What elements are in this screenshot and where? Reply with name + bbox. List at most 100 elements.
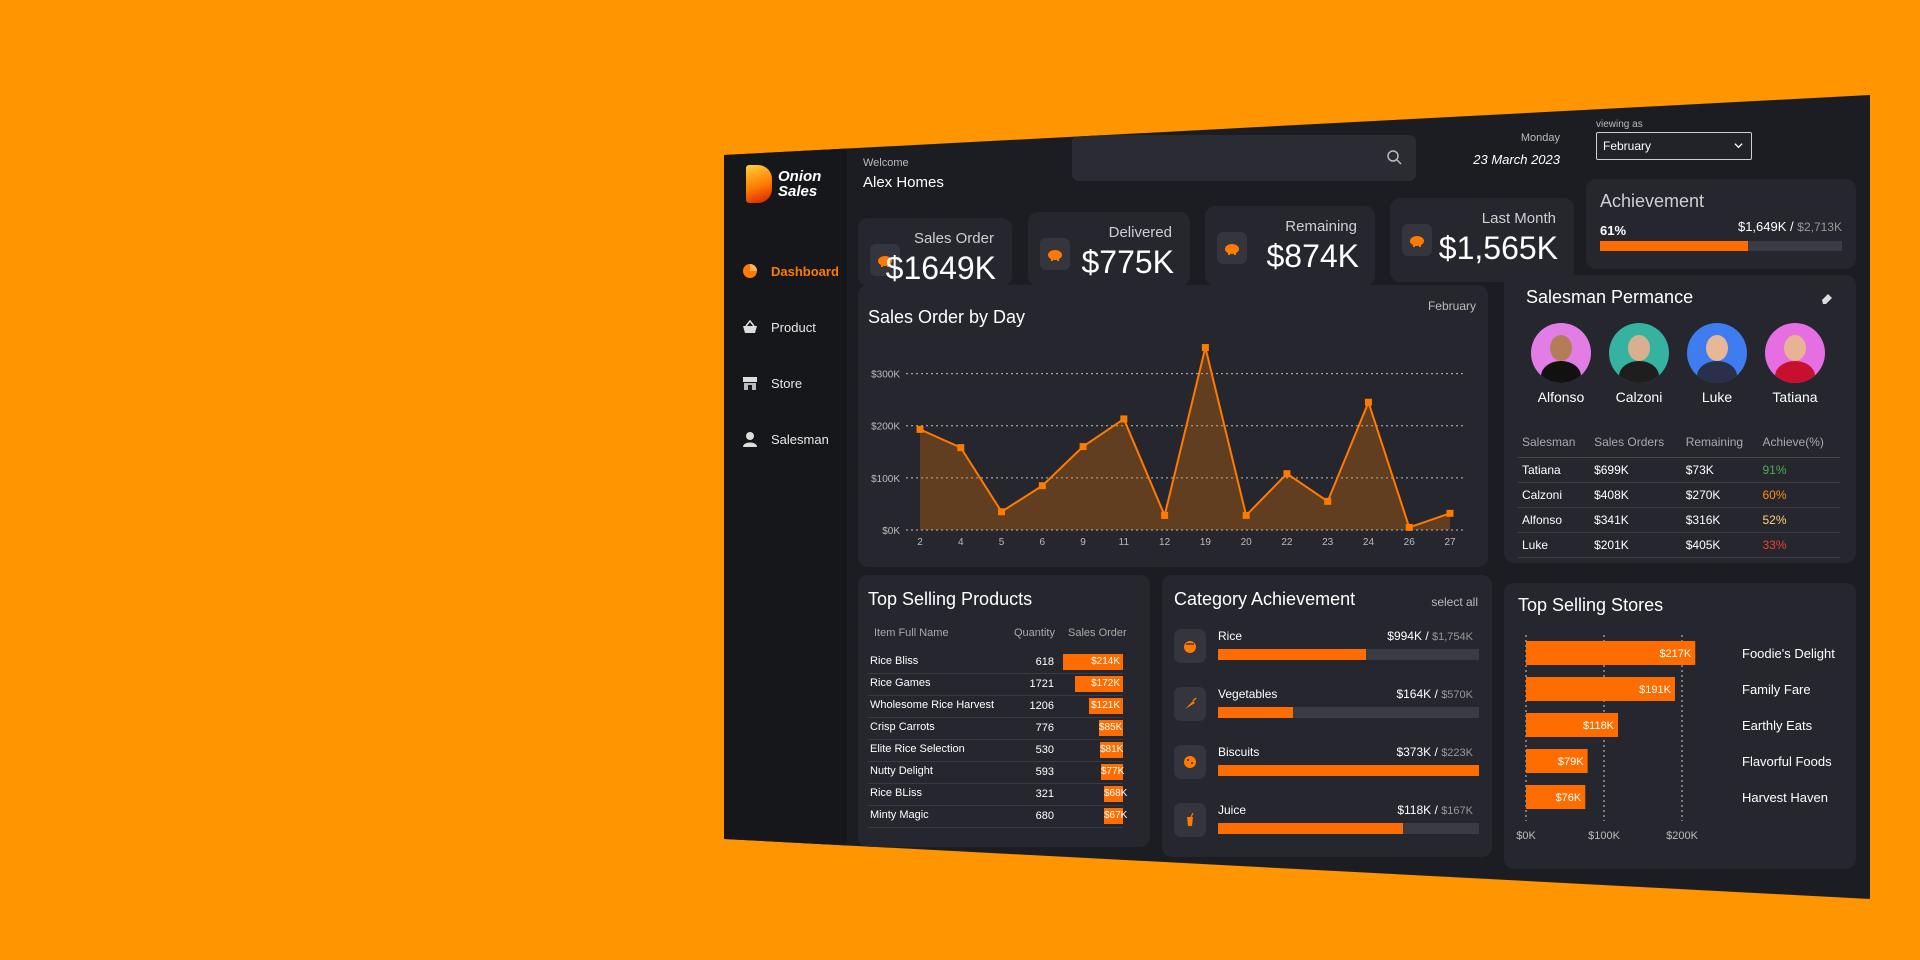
sidebar-item-store[interactable]: Store — [741, 355, 839, 411]
table-cell: Tatiana — [1518, 457, 1591, 483]
category-row[interactable]: Rice $994K / $1,754K — [1174, 627, 1479, 677]
data-point[interactable] — [1405, 523, 1413, 531]
table-row[interactable]: Crisp Carrots 776 $85K — [868, 717, 1123, 740]
kpi-card-remaining: Remaining $874K — [1205, 206, 1375, 286]
table-cell: Calzoni — [1518, 482, 1591, 508]
eraser-icon[interactable] — [1820, 291, 1834, 305]
salesman-avatar-item[interactable]: Alfonso — [1530, 323, 1592, 405]
category-value: $373K — [1396, 745, 1432, 759]
data-point[interactable] — [1038, 482, 1046, 490]
sidebar-item-label: Product — [771, 319, 816, 335]
carrot-icon — [1174, 687, 1206, 721]
top-products-card: Top Selling Products Item Full Name Quan… — [858, 575, 1150, 847]
juice-icon — [1174, 803, 1206, 837]
sales-chart-card: Sales Order by Day February $0K $100K $200… — [858, 285, 1488, 567]
store-name: Foodie's Delight — [1742, 646, 1835, 661]
category-separator: / — [1434, 745, 1438, 759]
store-bar[interactable] — [1526, 713, 1619, 737]
rice-icon — [1174, 629, 1206, 663]
data-point[interactable] — [1079, 443, 1087, 451]
product-quantity: 1721 — [1029, 678, 1054, 690]
kpi-label: Sales Order — [913, 230, 994, 247]
data-point[interactable] — [1283, 470, 1291, 478]
avatar[interactable] — [1687, 323, 1747, 383]
avatar[interactable] — [1609, 323, 1669, 383]
sort-column-header[interactable]: Sales Order — [1068, 627, 1127, 639]
data-point[interactable] — [957, 444, 965, 452]
data-point[interactable] — [1242, 511, 1250, 519]
logo-text: Onion Sales — [778, 169, 828, 199]
store-name: Harvest Haven — [1742, 790, 1828, 805]
category-name: Biscuits — [1218, 745, 1260, 759]
month-select[interactable]: February — [1596, 132, 1752, 160]
data-point[interactable] — [1446, 509, 1454, 517]
piggy-bank-icon — [1217, 232, 1247, 264]
x-tick-label: 26 — [1404, 537, 1416, 548]
category-progress-fill — [1218, 649, 1366, 660]
x-tick-label: 27 — [1444, 537, 1456, 548]
search-input[interactable] — [1072, 135, 1416, 181]
column-header: Remaining — [1681, 431, 1759, 458]
store-bar[interactable] — [1526, 677, 1675, 701]
product-quantity: 1206 — [1029, 700, 1054, 712]
table-row[interactable]: Calzoni $408K $270K 60% — [1518, 482, 1840, 508]
dashboard-window: Onion Sales Dashboard Product — [724, 95, 1870, 899]
salesman-avatar-item[interactable]: Calzoni — [1608, 323, 1670, 405]
table-cell: 91% — [1758, 457, 1840, 483]
store-bar[interactable] — [1526, 641, 1696, 665]
category-progress-bar — [1218, 707, 1479, 718]
data-point[interactable] — [1201, 344, 1209, 352]
store-bar-label: $79K — [1558, 756, 1584, 768]
achievement-percent: 61% — [1600, 223, 1627, 238]
table-row[interactable]: Tatiana $699K $73K 91% — [1518, 457, 1840, 483]
date-weekday: Monday — [1520, 132, 1560, 144]
search-icon[interactable] — [1386, 149, 1402, 165]
data-point[interactable] — [1364, 398, 1372, 406]
table-row[interactable]: Luke $201K $405K 33% — [1518, 532, 1840, 558]
table-row[interactable]: Elite Rice Selection 530 $81K — [868, 739, 1123, 762]
avatar[interactable] — [1531, 323, 1591, 383]
table-cell: Alfonso — [1518, 507, 1591, 533]
table-row[interactable]: Rice BLiss 321 $68K — [868, 783, 1127, 806]
category-name: Juice — [1218, 803, 1247, 817]
table-row[interactable]: Minty Magic 680 $67K — [868, 805, 1127, 828]
kpi-label: Remaining — [1285, 218, 1357, 235]
category-values: $994K / $1,754K — [1387, 629, 1473, 643]
data-point[interactable] — [998, 508, 1006, 516]
category-name: Rice — [1218, 629, 1243, 643]
salesman-title: Salesman Permance — [1526, 287, 1694, 307]
sidebar-item-salesman[interactable]: Salesman — [741, 411, 839, 467]
table-row[interactable]: Rice Bliss 618 $214K — [868, 651, 1123, 674]
column-header: Salesman — [1518, 431, 1591, 458]
data-point[interactable] — [1324, 497, 1332, 505]
category-target: $167K — [1441, 805, 1473, 817]
salesman-avatar-item[interactable]: Tatiana — [1764, 323, 1826, 405]
category-row[interactable]: Vegetables $164K / $570K — [1174, 685, 1479, 735]
table-row[interactable]: Nutty Delight 593 $77K — [868, 761, 1124, 784]
achievement-separator: / — [1790, 219, 1794, 234]
avatar[interactable] — [1765, 323, 1825, 383]
category-values: $373K / $223K — [1396, 745, 1473, 759]
table-row[interactable]: Alfonso $341K $316K 52% — [1518, 507, 1840, 533]
y-tick-label: $0K — [882, 526, 900, 537]
table-row[interactable]: Rice Games 1721 $172K — [868, 673, 1123, 696]
data-point[interactable] — [1120, 415, 1128, 423]
table-row[interactable]: Wholesome Rice Harvest 1206 $121K — [868, 695, 1123, 718]
category-progress-bar — [1218, 649, 1479, 660]
sidebar-item-product[interactable]: Product — [741, 299, 839, 355]
product-name: Elite Rice Selection — [870, 743, 965, 755]
category-target: $570K — [1441, 689, 1473, 701]
data-point[interactable] — [1161, 511, 1169, 519]
store-bar[interactable] — [1526, 785, 1586, 809]
category-row[interactable]: Biscuits $373K / $223K — [1174, 743, 1479, 793]
piggy-bank-icon — [1402, 224, 1432, 256]
sidebar-item-dashboard[interactable]: Dashboard — [741, 243, 839, 299]
stores-chart: $0K $100K $200K $217K Foodie's Delight $191K F… — [1516, 635, 1835, 842]
data-point[interactable] — [916, 425, 924, 433]
select-all-link[interactable]: select all — [1431, 595, 1478, 609]
category-progress-fill — [1218, 707, 1294, 718]
salesman-avatar-item[interactable]: Luke — [1686, 323, 1748, 405]
store-bar[interactable] — [1526, 749, 1588, 773]
category-row[interactable]: Juice $118K / $167K — [1174, 801, 1479, 851]
